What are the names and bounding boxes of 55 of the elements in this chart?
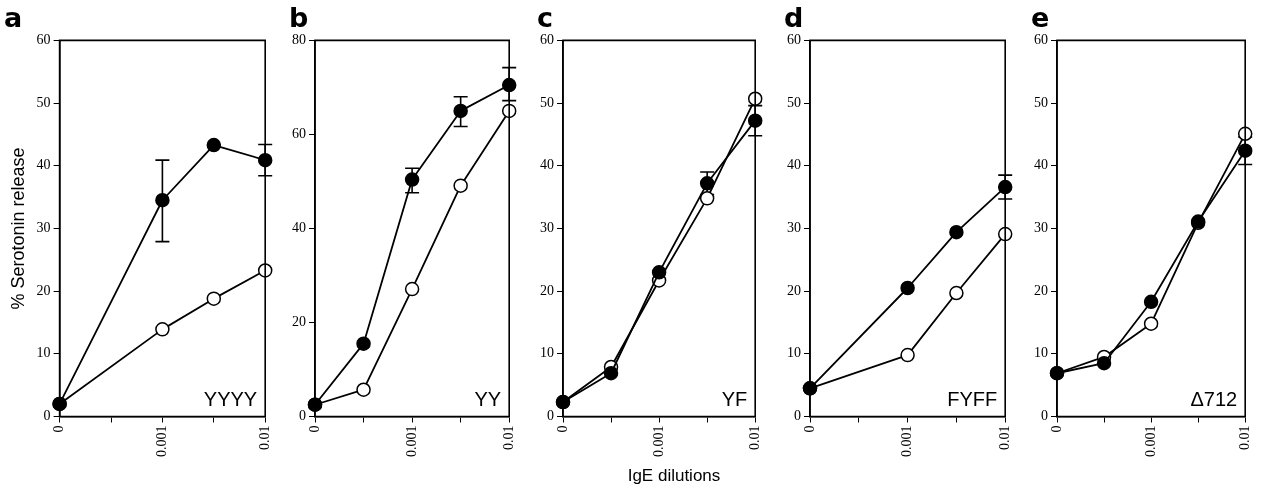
x-tick-label: 0 — [801, 425, 817, 433]
x-tick-label: 0.01 — [500, 425, 516, 450]
chart-title: a — [4, 2, 23, 34]
x-tick-label: 0 — [1048, 425, 1064, 433]
x-tick-label: 0.001 — [154, 425, 170, 457]
y-tick-label: 20 — [540, 282, 554, 298]
annotation: YY — [474, 388, 502, 411]
x-tick-label: 0.01 — [996, 425, 1012, 450]
y-tick-label: 60 — [36, 32, 51, 48]
y-tick-label: 10 — [36, 345, 51, 361]
x-tick-label: 0.01 — [746, 425, 762, 450]
y-tick-label: 60 — [540, 32, 554, 48]
y-tick-label: 20 — [787, 282, 801, 298]
y-tick-label: 10 — [787, 345, 801, 361]
x-tick-label: 0 — [51, 425, 67, 433]
x-tick-label: 0 — [306, 425, 322, 433]
y-tick-label: 40 — [540, 157, 554, 173]
x-tick-label: 0 — [554, 425, 570, 433]
x-tick-label: 0.001 — [403, 425, 419, 457]
annotation: Δ712 — [1190, 388, 1238, 411]
y-tick-label: 30 — [1034, 220, 1048, 236]
y-tick-label: 50 — [787, 94, 801, 110]
chart-title: e — [1031, 2, 1050, 34]
y-tick-label: 50 — [1034, 94, 1048, 110]
y-tick-label: 80 — [292, 32, 306, 48]
y-axis-title: % Serotonin release — [7, 147, 28, 310]
y-tick-label: 40 — [36, 157, 51, 173]
y-tick-label: 10 — [540, 345, 554, 361]
annotation: YYYY — [203, 388, 258, 411]
y-tick-label: 40 — [292, 220, 306, 236]
y-tick-label: 10 — [1034, 345, 1048, 361]
y-tick-label: 20 — [292, 314, 306, 330]
y-tick-label: 40 — [1034, 157, 1048, 173]
chart-title: d — [784, 2, 804, 34]
y-tick-label: 60 — [292, 126, 306, 142]
x-tick-label: 0.001 — [650, 425, 666, 457]
chart-title: c — [537, 2, 554, 34]
y-tick-label: 50 — [540, 94, 554, 110]
x-tick-label: 0.01 — [256, 425, 272, 450]
x-tick-label: 0.01 — [1236, 425, 1252, 450]
x-tick-label: 0.001 — [899, 425, 915, 457]
annotation: FYFF — [947, 388, 998, 411]
y-tick-label: 40 — [787, 157, 801, 173]
y-tick-label: 60 — [1034, 32, 1048, 48]
x-axis-title: IgE dilutions — [627, 466, 721, 486]
y-tick-label: 30 — [540, 220, 554, 236]
y-tick-label: 30 — [36, 220, 51, 236]
annotation: YF — [721, 388, 748, 411]
y-tick-label: 50 — [36, 94, 51, 110]
chart-title: b — [289, 2, 309, 34]
x-tick-label: 0.001 — [1142, 425, 1158, 457]
y-tick-label: 20 — [36, 282, 51, 298]
y-tick-label: 60 — [787, 32, 801, 48]
y-tick-label: 20 — [1034, 282, 1048, 298]
y-tick-label: 30 — [787, 220, 801, 236]
